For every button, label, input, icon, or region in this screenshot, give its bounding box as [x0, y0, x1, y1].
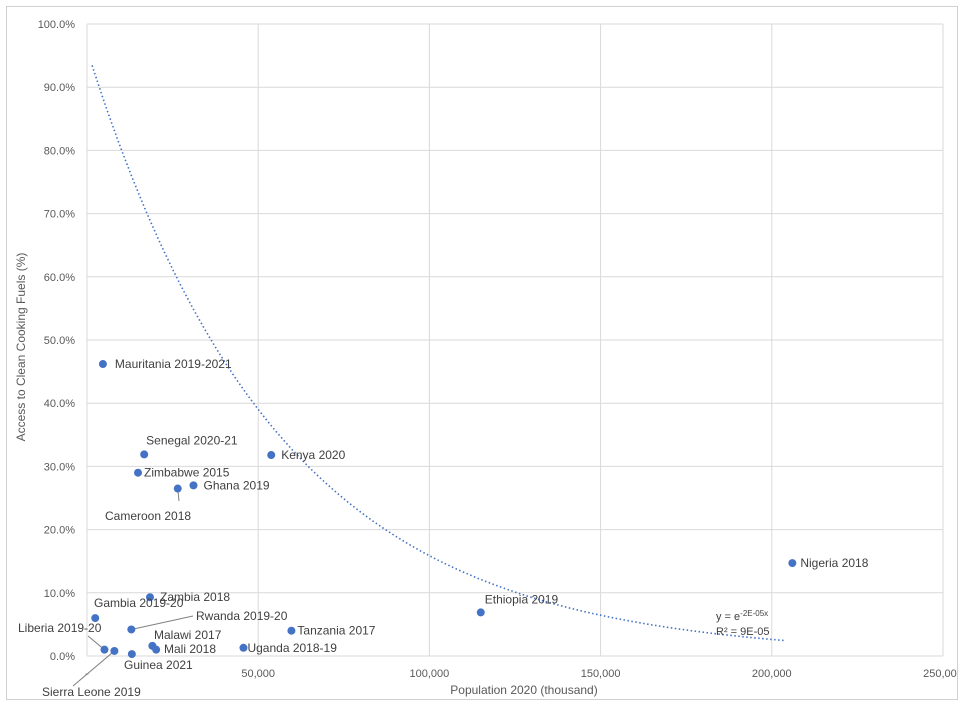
- data-label: Rwanda 2019-20: [196, 609, 288, 623]
- leader-line: [131, 615, 194, 630]
- data-point: [127, 625, 136, 634]
- y-tick-label: 70.0%: [44, 209, 75, 221]
- trendline: [91, 65, 786, 642]
- data-label: Liberia 2019-20: [18, 621, 102, 635]
- data-points: [91, 360, 797, 659]
- y-tick-label: 0.0%: [50, 651, 75, 663]
- data-point: [110, 646, 119, 655]
- y-tick-label: 40.0%: [44, 398, 75, 410]
- data-label: Gambia 2019-20: [94, 596, 184, 610]
- data-point: [476, 608, 485, 617]
- x-tick-label: 100,000: [410, 668, 450, 680]
- data-point: [146, 593, 155, 602]
- data-point: [267, 451, 276, 460]
- data-label: Zambia 2018: [160, 590, 230, 604]
- data-label: Malawi 2017: [154, 628, 222, 642]
- data-label: Mauritania 2019-2021: [115, 357, 232, 371]
- data-label: Sierra Leone 2019: [42, 685, 141, 699]
- data-point: [152, 645, 161, 654]
- data-point: [98, 360, 107, 369]
- y-tick-label: 100.0%: [38, 19, 76, 31]
- data-point: [287, 626, 296, 635]
- x-tick-label: 250,000: [923, 668, 957, 680]
- data-label: Zimbabwe 2015: [144, 466, 230, 480]
- data-point: [140, 450, 149, 459]
- data-labels: Mauritania 2019-2021 Senegal 2020-21 Kenya…: [18, 357, 869, 699]
- data-label: Mali 2018: [164, 642, 216, 656]
- data-label: Senegal 2020-21: [146, 433, 238, 447]
- leader-line: [72, 650, 115, 687]
- y-axis-ticks: 0.0% 10.0% 20.0% 30.0% 40.0% 50.0% 60.0% 70.0% 8…: [38, 19, 76, 663]
- y-tick-label: 20.0%: [44, 525, 75, 537]
- y-tick-label: 30.0%: [44, 461, 75, 473]
- x-tick-label: 50,000: [241, 668, 275, 680]
- data-point: [189, 481, 198, 490]
- data-point: [788, 559, 797, 568]
- data-point: [127, 650, 136, 659]
- data-label: Guinea 2021: [124, 658, 193, 672]
- x-tick-label: 150,000: [581, 668, 621, 680]
- y-tick-label: 80.0%: [44, 145, 75, 157]
- data-point: [100, 645, 109, 654]
- gridlines: [86, 23, 944, 657]
- trendline-equation: y = e-2E-05x: [716, 609, 768, 623]
- trendline-r-squared: R² = 9E-05: [716, 626, 770, 638]
- data-label: Tanzania 2017: [297, 624, 375, 638]
- x-axis-title: Population 2020 (thousand): [450, 683, 597, 697]
- data-label: Nigeria 2018: [800, 556, 868, 570]
- data-label: Cameroon 2018: [105, 509, 191, 523]
- data-point: [134, 468, 143, 477]
- data-point: [91, 614, 100, 623]
- y-tick-label: 10.0%: [44, 588, 75, 600]
- data-label: Uganda 2018-19: [247, 641, 337, 655]
- data-point: [239, 643, 248, 652]
- data-label: Ethiopia 2019: [485, 592, 559, 606]
- y-tick-label: 50.0%: [44, 335, 75, 347]
- x-tick-label: 200,000: [752, 668, 792, 680]
- data-label: Kenya 2020: [281, 448, 345, 462]
- data-point: [173, 484, 182, 493]
- y-axis-title: Access to Clean Cooking Fuels (%): [14, 253, 28, 442]
- y-tick-label: 60.0%: [44, 272, 75, 284]
- data-label: Ghana 2019: [203, 478, 269, 492]
- y-tick-label: 90.0%: [44, 82, 75, 94]
